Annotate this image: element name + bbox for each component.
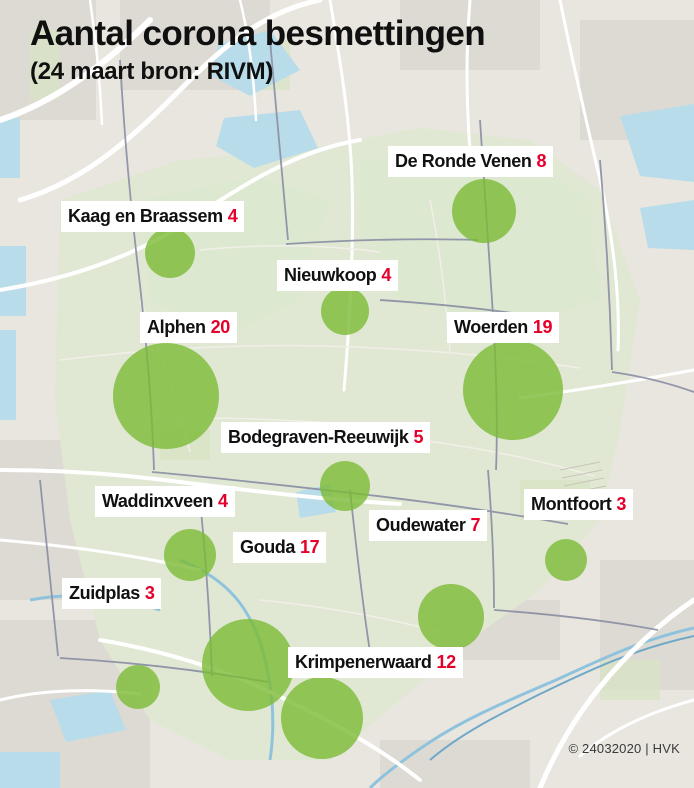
label-place-name: Waddinxveen <box>102 491 213 511</box>
label-case-count: 4 <box>227 206 238 226</box>
label-case-count: 20 <box>210 317 231 337</box>
label-place-name: Alphen <box>147 317 206 337</box>
map-label-zuidplas[interactable]: Zuidplas 3 <box>62 578 162 609</box>
map-label-waddinxveen[interactable]: Waddinxveen 4 <box>95 486 235 517</box>
label-case-count: 7 <box>470 515 481 535</box>
page-subtitle: (24 maart bron: RIVM) <box>30 58 274 85</box>
label-place-name: De Ronde Venen <box>395 151 532 171</box>
map-label-gouda[interactable]: Gouda 17 <box>233 532 327 563</box>
label-place-name: Woerden <box>454 317 528 337</box>
label-case-count: 5 <box>413 427 424 447</box>
label-case-count: 4 <box>217 491 228 511</box>
credit-line: © 24032020 | HVK <box>568 741 680 756</box>
label-case-count: 3 <box>616 494 626 514</box>
label-place-name: Gouda <box>240 537 295 557</box>
map-label-de-ronde-venen[interactable]: De Ronde Venen 8 <box>388 146 554 177</box>
label-place-name: Nieuwkoop <box>284 265 377 285</box>
label-case-count: 19 <box>532 317 553 337</box>
label-case-count: 4 <box>381 265 392 285</box>
header: Aantal corona besmettingen (24 maart bro… <box>0 0 694 92</box>
label-place-name: Krimpenerwaard <box>295 652 432 672</box>
label-case-count: 3 <box>144 583 155 603</box>
map-label-woerden[interactable]: Woerden 19 <box>447 312 560 343</box>
label-place-name: Montfoort <box>531 494 612 514</box>
label-place-name: Kaag en Braassem <box>68 206 223 226</box>
map-label-oudewater[interactable]: Oudewater 7 <box>369 510 488 541</box>
label-case-count: 8 <box>536 151 547 171</box>
label-place-name: Bodegraven-Reeuwijk <box>228 427 409 447</box>
map-label-krimpenerwaard[interactable]: Krimpenerwaard 12 <box>288 647 463 678</box>
label-place-name: Oudewater <box>376 515 466 535</box>
label-place-name: Zuidplas <box>69 583 140 603</box>
map-label-kaag-en-braassem[interactable]: Kaag en Braassem 4 <box>61 201 245 232</box>
map-label-alphen[interactable]: Alphen 20 <box>140 312 237 343</box>
map-label-montfoort[interactable]: Montfoort 3 <box>524 489 633 520</box>
map-label-bodegraven-reeuwijk[interactable]: Bodegraven-Reeuwijk 5 <box>221 422 431 453</box>
map-label-nieuwkoop[interactable]: Nieuwkoop 4 <box>277 260 399 291</box>
page-title: Aantal corona besmettingen <box>30 14 486 53</box>
label-case-count: 17 <box>300 537 320 557</box>
label-case-count: 12 <box>436 652 456 672</box>
